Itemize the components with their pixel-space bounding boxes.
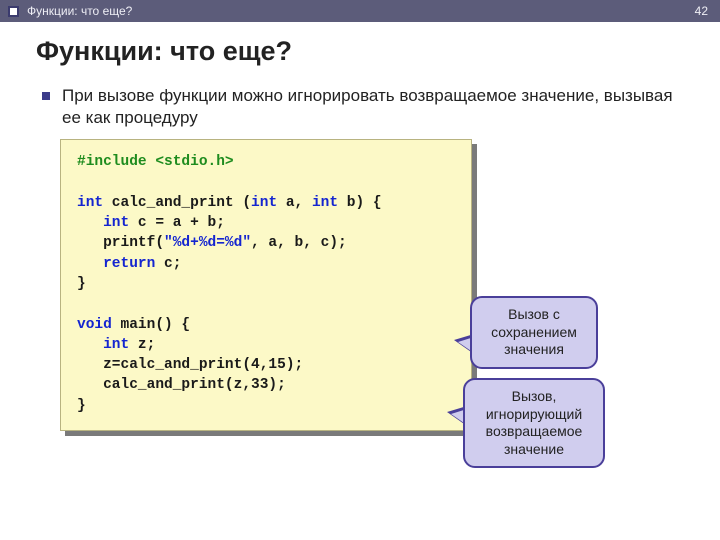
code-keyword: return [103,256,155,272]
bullet-text: При вызове функции можно игнорировать во… [62,85,686,129]
code-text: } [77,276,86,292]
code-keyword: int [77,195,103,211]
code-text: c; [155,256,181,272]
code-text: , a, b, c); [251,235,347,251]
code-keyword: int [251,195,277,211]
code-block: #include <stdio.h> int calc_and_print (i… [60,139,472,431]
code-keyword: int [103,337,129,353]
code-keyword: int [312,195,338,211]
bullet-marker-icon [42,92,50,100]
code-text: z=calc_and_print(4,15); [77,357,303,373]
code-keyword: int [103,215,129,231]
breadcrumb: Функции: что еще? [27,4,695,18]
page-number: 42 [695,4,708,18]
code-preprocessor: #include <stdio.h> [77,154,234,170]
callout-ignore-value: Вызов, игнорирующий возвращаемое значени… [463,378,605,468]
code-content: #include <stdio.h> int calc_and_print (i… [60,139,472,431]
code-text: b) { [338,195,382,211]
code-text: z; [129,337,155,353]
code-text: calc_and_print(z,33); [77,377,286,393]
bullet-item: При вызове функции можно игнорировать во… [0,77,720,129]
code-text: main() { [112,317,190,333]
code-text: } [77,398,86,414]
code-text: a, [277,195,312,211]
code-keyword: void [77,317,112,333]
header-bullet-icon [8,6,19,17]
code-text: calc_and_print ( [103,195,251,211]
header-bar: Функции: что еще? 42 [0,0,720,22]
code-text: c = a + b; [129,215,225,231]
page-title: Функции: что еще? [0,22,720,77]
code-string: "%d+%d=%d" [164,235,251,251]
callout-save-value: Вызов с сохранением значения [470,296,598,369]
code-text: printf( [77,235,164,251]
